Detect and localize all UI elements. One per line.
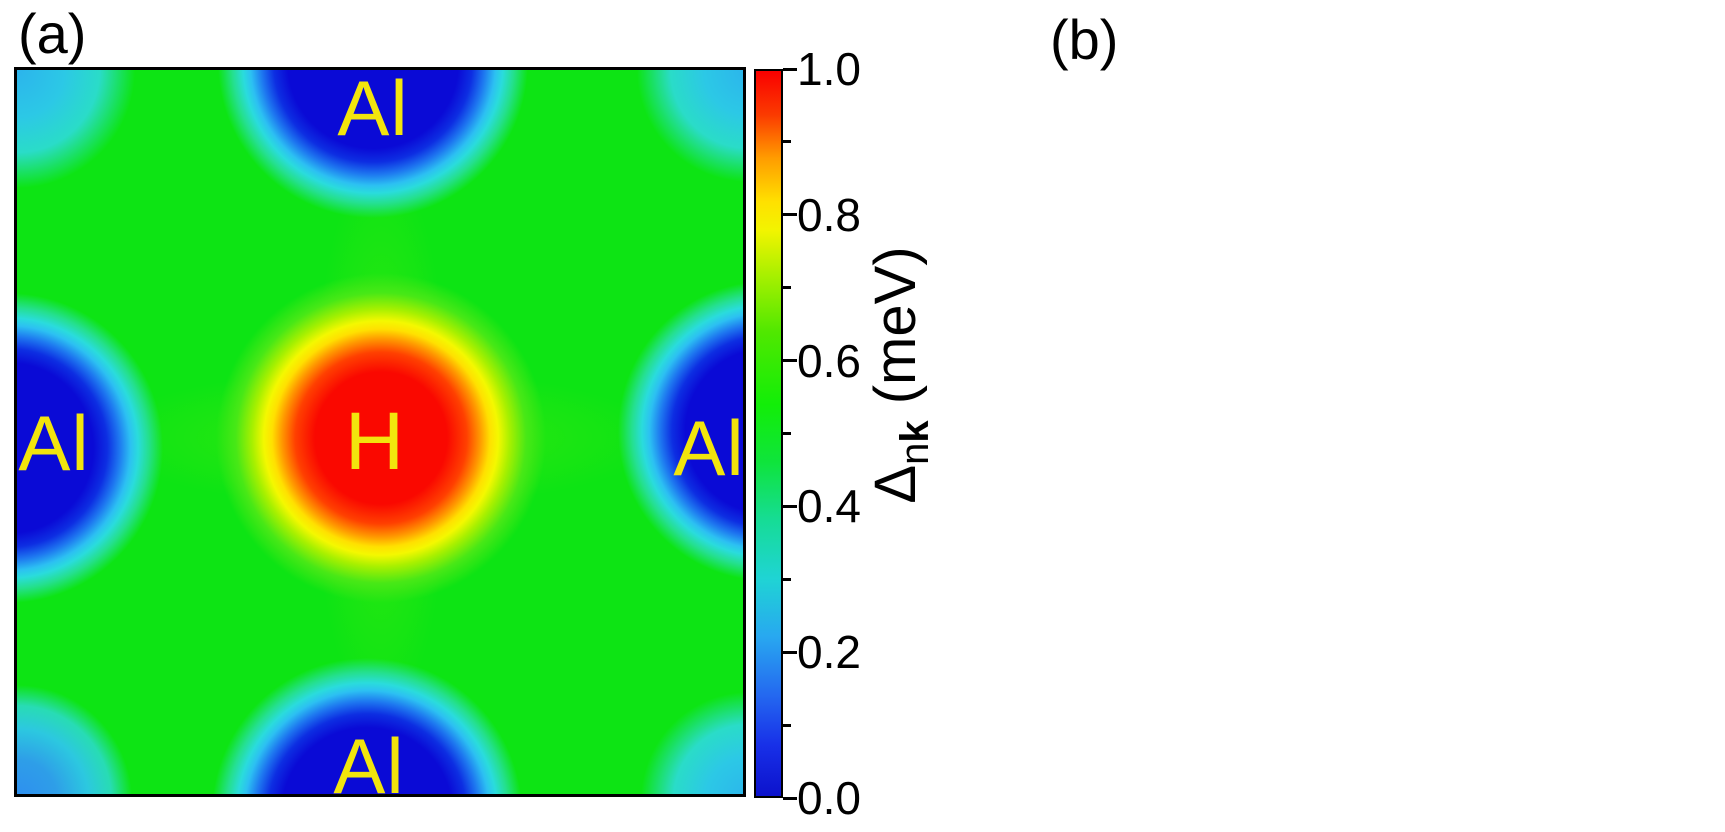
colorbar-major-tick (783, 359, 797, 363)
colorbar-minor-tick (783, 577, 791, 581)
colorbar-tick-label: 1.0 (797, 43, 861, 95)
colorbar-major-tick (783, 796, 797, 800)
colorbar (754, 69, 783, 798)
atom-label-al-top: Al (337, 64, 409, 152)
atom-label-al-bottom: Al (333, 722, 405, 810)
colorbar-minor-tick (783, 432, 791, 435)
colorbar-tick-label: 0.0 (797, 772, 861, 824)
colorbar-tick-label: 0.8 (797, 188, 861, 241)
gap-vs-temperature-chart: 036912158162432404854T (K) (1720, 0, 1725, 832)
colorbar-major-tick (783, 504, 797, 508)
panel-b: (b) Δnk (meV) 036912158162432404854T (K) (860, 0, 1725, 832)
colorbar-minor-tick (783, 723, 791, 727)
colorbar-major-tick (783, 213, 797, 217)
atom-label-al-left: Al (18, 399, 90, 487)
colorbar-tick-label: 0.4 (797, 480, 861, 533)
colorbar-major-tick (783, 67, 797, 71)
y-axis-title: Δnk (meV) (863, 246, 937, 504)
panel-b-label: (b) (1050, 8, 1119, 71)
elf-colormap: Al Al Al Al H (14, 64, 746, 805)
colorbar-tick-label: 0.2 (797, 626, 861, 679)
colorbar-minor-tick (783, 140, 791, 144)
atom-label-h: H (344, 396, 406, 487)
colorbar-minor-tick (783, 286, 791, 290)
panel-a-label: (a) (18, 2, 87, 65)
colorbar-tick-label: 0.6 (797, 334, 861, 387)
atom-label-al-right: Al (673, 404, 745, 492)
colorbar-major-tick (783, 650, 797, 654)
